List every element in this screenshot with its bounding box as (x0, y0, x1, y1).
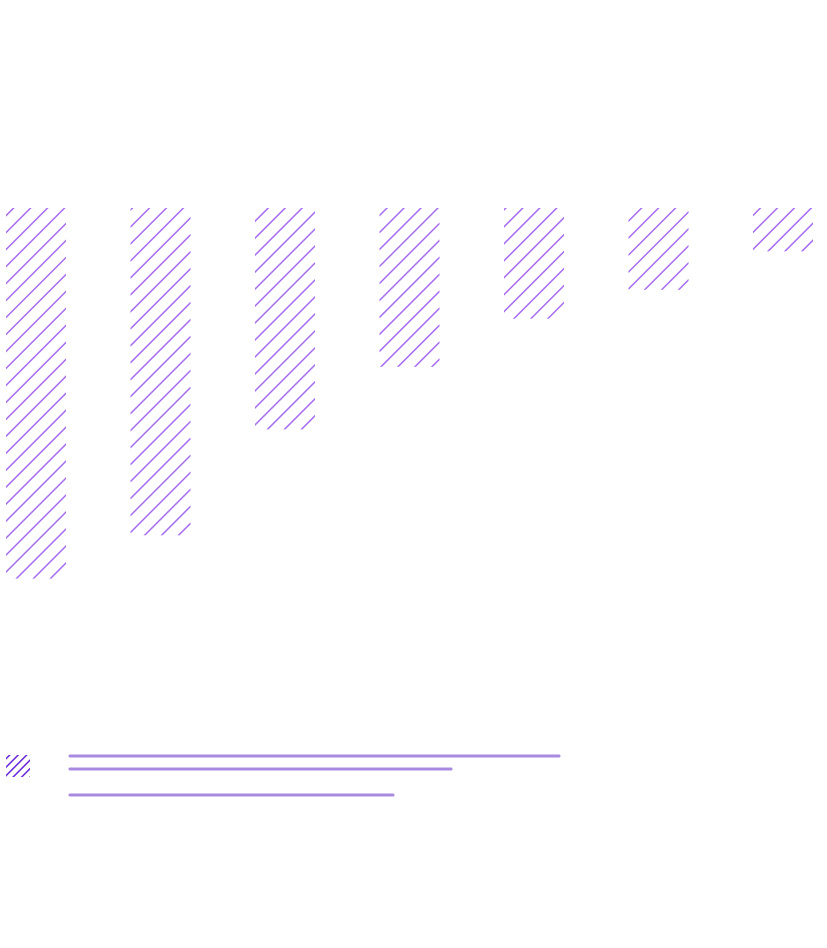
bar-5 (504, 208, 564, 319)
bars-group (6, 208, 813, 579)
bar-4 (379, 208, 440, 367)
bar-7 (753, 208, 813, 252)
bar-3 (255, 208, 315, 430)
bar-6 (628, 208, 689, 290)
legend-swatch (6, 755, 30, 777)
legend (6, 754, 561, 797)
bar-2 (130, 208, 191, 536)
bar-1 (6, 208, 66, 579)
